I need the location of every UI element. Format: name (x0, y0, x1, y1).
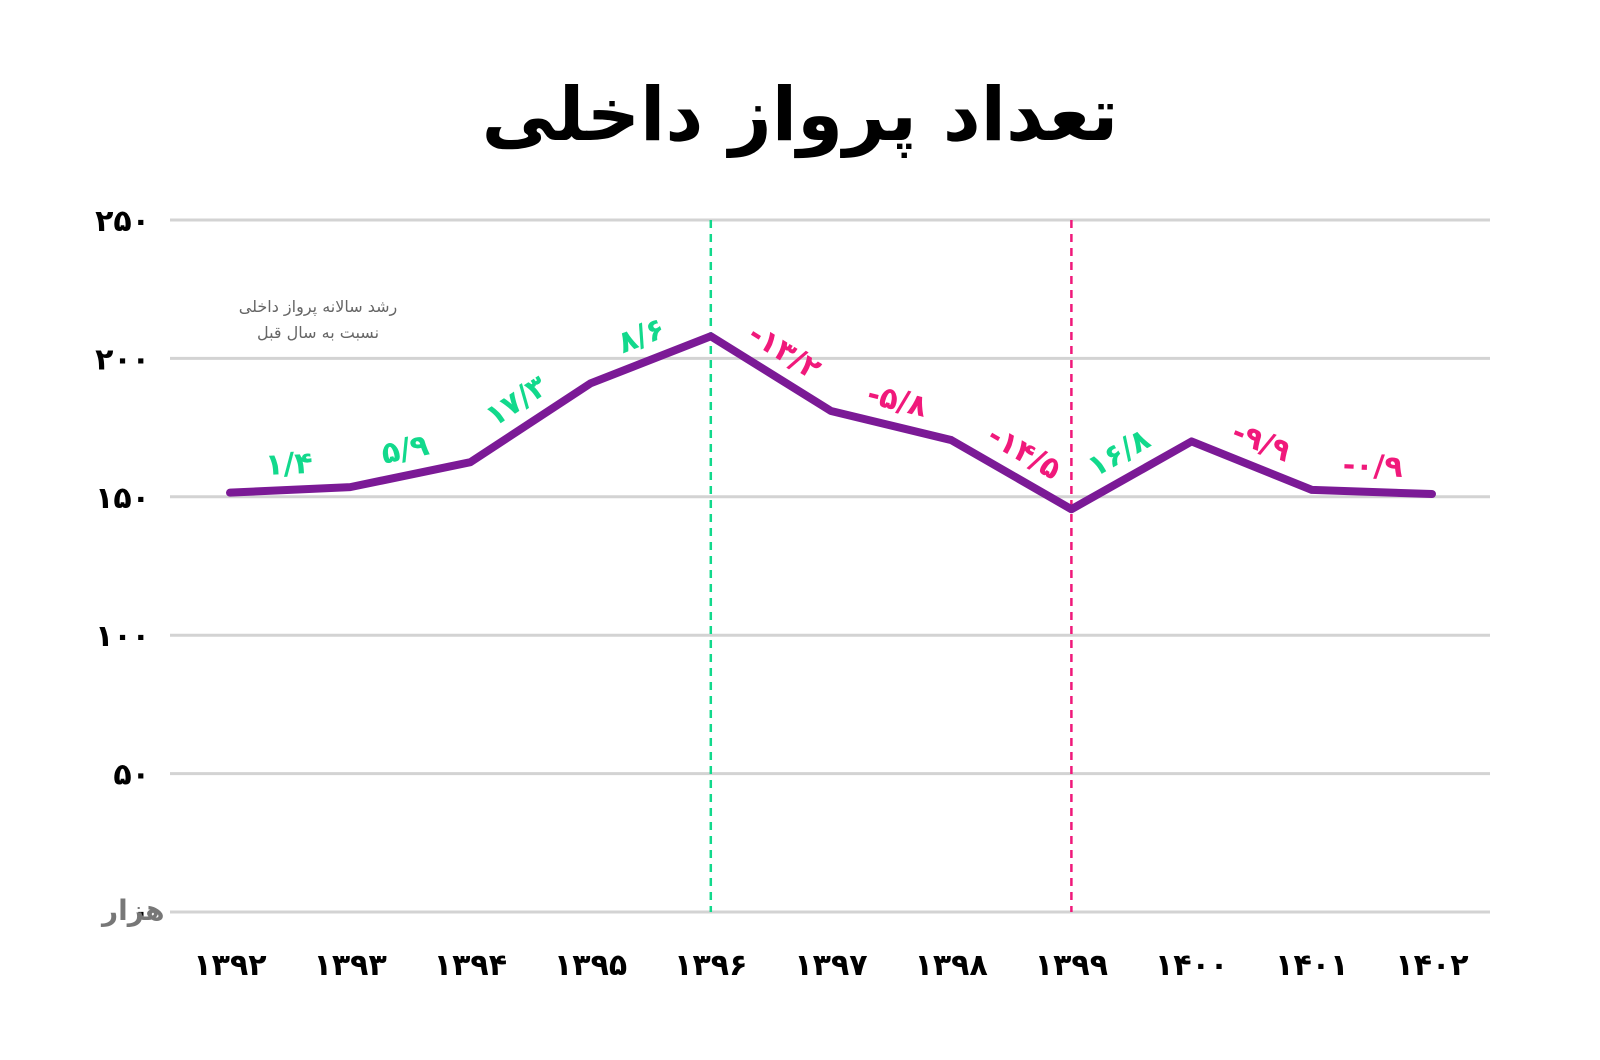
series (226, 332, 1436, 514)
data-point (1069, 507, 1074, 512)
data-point (468, 460, 473, 465)
x-tick-label: ۱۳۹۹ (1035, 948, 1108, 983)
growth-label: ۱۶/۸ (1082, 422, 1157, 485)
x-tick-label: ۱۳۹۵ (554, 948, 627, 983)
grid (170, 218, 1490, 914)
chart-title: تعداد پرواز داخلی (482, 72, 1119, 159)
annotation-note: رشد سالانه پرواز داخلی نسبت به سال قبل (239, 297, 398, 342)
y-tick-label: ۰ (132, 896, 150, 931)
x-tick-label: ۱۴۰۰ (1155, 948, 1228, 983)
y-tick-label: ۲۵۰ (95, 204, 150, 239)
data-point (228, 490, 232, 495)
data-point (708, 334, 713, 339)
growth-label: ۱/۴ (264, 446, 313, 483)
data-point (829, 408, 833, 413)
note-line-2: نسبت به سال قبل (257, 323, 379, 342)
y-unit-label: هزار (100, 894, 165, 927)
x-tick-label: ۱۴۰۱ (1275, 948, 1348, 983)
x-tick-label: ۱۳۹۷ (794, 948, 867, 983)
growth-label: -۱۳/۲ (742, 316, 827, 387)
data-point (1430, 492, 1434, 497)
y-tick-label: ۵۰ (113, 758, 150, 793)
y-tick-label: ۲۰۰ (95, 342, 150, 377)
y-tick-label: ۱۰۰ (95, 619, 150, 654)
y-tick-label: ۱۵۰ (95, 481, 150, 516)
growth-label: ۵/۹ (378, 428, 432, 472)
x-tick-label: ۱۳۹۲ (193, 948, 266, 983)
x-tick-label: ۱۳۹۶ (674, 948, 747, 983)
note-line-1: رشد سالانه پرواز داخلی (239, 297, 398, 317)
data-point (588, 381, 593, 386)
growth-label: -۰/۹ (1342, 448, 1403, 485)
data-point (949, 438, 954, 443)
data-point (1309, 487, 1314, 492)
x-tick-label: ۱۳۹۴ (434, 948, 507, 983)
x-tick-label: ۱۳۹۸ (915, 948, 988, 983)
x-tick-label: ۱۳۹۳ (314, 948, 387, 983)
data-point (348, 485, 353, 490)
growth-label: -۱۴/۵ (981, 418, 1066, 487)
y-axis: ۰ ۵۰ ۱۰۰ ۱۵۰ ۲۰۰ ۲۵۰ (95, 204, 150, 931)
growth-label: ۱۷/۳ (479, 369, 553, 434)
data-point (1189, 439, 1194, 444)
x-axis: ۱۳۹۲ ۱۳۹۳ ۱۳۹۴ ۱۳۹۵ ۱۳۹۶ ۱۳۹۷ ۱۳۹۸ ۱۳۹۹ ۱۴۰۰ ۱۴۰۱… (193, 948, 1468, 983)
x-tick-label: ۱۴۰۲ (1395, 948, 1468, 983)
